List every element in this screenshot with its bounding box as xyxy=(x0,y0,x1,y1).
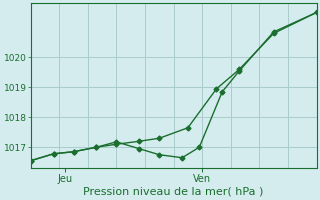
X-axis label: Pression niveau de la mer( hPa ): Pression niveau de la mer( hPa ) xyxy=(84,187,264,197)
